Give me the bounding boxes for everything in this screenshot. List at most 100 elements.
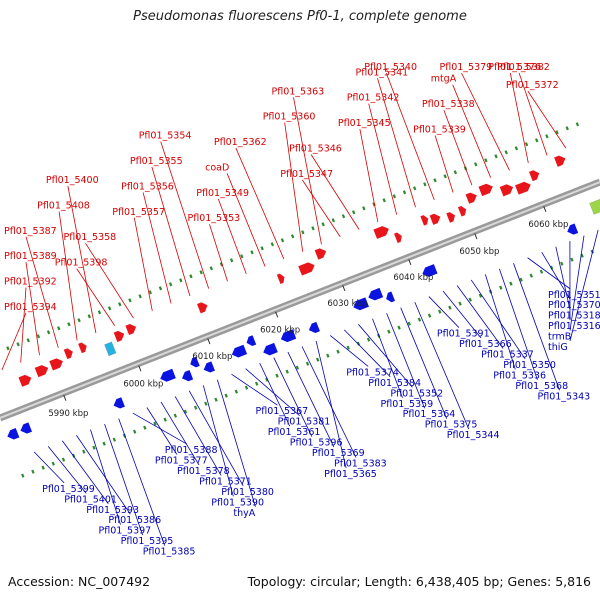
leader-line [217,379,256,507]
kbp-label: 6010 kbp [192,352,232,362]
gene-label-top-pfl01-5389: Pfl01_5389 [4,251,57,262]
guide-dot-upper [209,266,213,271]
gene-label-top-pfl01-5392: Pfl01_5392 [4,277,57,288]
guide-dot-lower [204,401,208,406]
gene-label-bottom-pfl01-5397: Pfl01_5397 [99,526,152,537]
guide-dot-lower [448,305,452,310]
gene-forward [554,155,566,167]
guide-dot-lower [234,389,239,394]
guide-dot-lower [21,473,25,478]
kbp-label: 6000 kbp [123,379,163,389]
gene-label-top-pfl01-5400: Pfl01_5400 [46,175,99,186]
gene-reverse [20,422,33,434]
gene-label-top-pfl01-5360: Pfl01_5360 [263,112,316,123]
leader-line [20,287,27,363]
guide-dot-upper [504,150,508,155]
gene-label-top-pfl01-5341: Pfl01_5341 [355,67,408,78]
gene-label-bottom-pfl01-5337: Pfl01_5337 [481,349,534,360]
leader-line [484,274,516,370]
gene-label-bottom-pfl01-5390: Pfl01_5390 [211,497,264,508]
gene-label-bottom-pfl01-5378: Pfl01_5378 [177,466,230,477]
gene-label-top-pfl01-5387: Pfl01_5387 [4,226,57,237]
guide-dot-upper [565,126,569,131]
gene-label-top-pfl01-5339: Pfl01_5339 [413,125,466,136]
gene-label-top-pfl01-5354: Pfl01_5354 [139,131,192,142]
kbp-label: 5990 kbp [48,409,88,419]
guide-dot-lower [102,441,106,446]
gene-forward [529,170,540,182]
gene-forward [34,365,49,378]
guide-dot-upper [453,170,458,175]
kbp-label: 6050 kbp [459,247,499,257]
gene-forward [125,323,137,336]
leader-line [235,147,285,260]
gene-label-bottom-pfl01-5391: Pfl01_5391 [437,329,490,340]
gene-label-bottom-pfl01-5384: Pfl01_5384 [368,378,421,389]
genome-summary-text: Topology: circular; Length: 6,438,405 bp… [247,574,591,589]
gene-label-bottom-pfl01-5401: Pfl01_5401 [64,494,117,505]
gene-reverse [113,397,125,409]
feature-block [589,198,600,215]
gene-label-top-pfl01-5338: Pfl01_5338 [422,99,475,110]
gene-label-top-pfl01-5345: Pfl01_5345 [338,118,391,129]
leader-line [142,192,172,304]
leader-line [245,368,300,416]
gene-forward [457,205,467,217]
leader-line [202,385,234,497]
gene-reverse [7,428,20,440]
gene-labels: Pfl01_5394 Pfl01_5392 Pfl01_5389 Pfl01_5387… [4,62,600,558]
gene-forward [276,273,285,285]
guide-dot-upper [290,234,295,239]
guide-dot-upper [402,190,407,195]
gene-reverse [263,342,278,356]
gene-label-top-pfl01-5346: Pfl01_5346 [289,143,342,154]
gene-label-top-pfl01-5358: Pfl01_5358 [63,232,116,243]
leader-line [569,229,599,342]
guide-dot-lower [539,269,544,274]
leader-line [358,324,413,388]
gene-forward [298,262,315,276]
gene-label-bottom-pfl01-5369: Pfl01_5369 [312,448,365,459]
leader-line [58,211,78,341]
leader-line [301,346,357,458]
gene-label-top-pfl01-5394: Pfl01_5394 [4,302,57,313]
guide-dot-lower [387,329,391,334]
leader-line [359,129,379,223]
kbp-label: 6040 kbp [393,273,433,283]
gene-forward [420,215,429,226]
guide-dot-upper [46,330,51,335]
gene-label-top-pfl01-5349: Pfl01_5349 [196,188,249,199]
leader-line [368,103,398,215]
guide-dot-lower [366,337,371,342]
guide-dot-upper [6,346,10,351]
guide-dot-lower [499,285,503,290]
gene-label-top-pfl01-5362: Pfl01_5362 [214,137,267,148]
gene-reverse [160,368,176,382]
gene-label-bottom-pfl01-5343: Pfl01_5343 [538,391,591,402]
gene-forward [197,302,208,314]
guide-dot-lower [458,301,462,306]
guide-dot-upper [250,250,254,255]
gene-label-bottom-pfl01-5385: Pfl01_5385 [143,547,196,558]
leader-line [315,340,347,469]
label-leader-lines [1,72,599,546]
leader-line [293,97,322,245]
guide-dot-upper [351,210,356,215]
guide-dot-lower [153,421,157,426]
gene-label-top-pfl01-5355: Pfl01_5355 [130,156,183,167]
gene-label-bottom-pfl01-5393: Pfl01_5393 [86,505,139,516]
kbp-tick [207,338,211,345]
gene-label-bottom-pfl01-5364: Pfl01_5364 [403,409,456,420]
gene-forward [18,374,32,387]
guide-dot-upper [87,314,91,319]
guide-dot-lower [41,465,45,470]
gene-reverse [231,344,248,358]
leader-line [287,351,335,448]
guide-dot-upper [392,194,397,199]
leader-line [513,263,560,391]
kbp-tick [408,259,412,266]
guide-dot-upper [575,122,580,127]
leader-line [217,198,247,274]
gene-forward [515,181,531,195]
